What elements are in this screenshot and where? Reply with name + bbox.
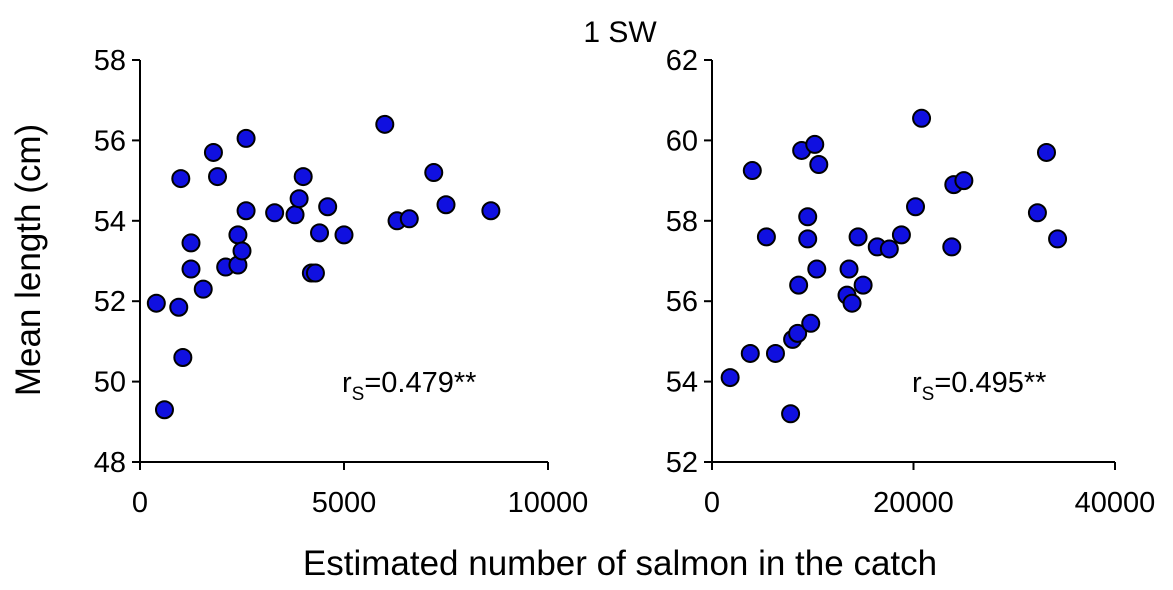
- data-point: [742, 161, 762, 181]
- data-point: [310, 223, 330, 243]
- right-y-tick-label: 56: [666, 286, 698, 318]
- data-point: [853, 275, 873, 295]
- data-point: [173, 347, 193, 367]
- data-point: [912, 108, 932, 128]
- data-point: [798, 229, 818, 249]
- left-y-tick-label: 56: [94, 125, 126, 157]
- data-point: [942, 237, 962, 257]
- data-point: [289, 189, 309, 209]
- data-point: [798, 207, 818, 227]
- data-point: [334, 225, 354, 245]
- data-point: [203, 142, 223, 162]
- right-correlation-annotation: rS=0.495**: [912, 367, 1046, 405]
- data-point: [236, 201, 256, 221]
- data-point: [146, 293, 166, 313]
- data-point: [228, 225, 248, 245]
- left-y-tick-label: 48: [94, 447, 126, 479]
- data-point: [720, 368, 740, 388]
- left-panel: 48 50 52 54 56 58 0 5000 10000 rS=0.479**: [94, 45, 589, 519]
- y-axis-title: Mean length (cm): [9, 124, 48, 396]
- data-point: [805, 134, 825, 154]
- data-point: [171, 169, 191, 189]
- data-point: [424, 163, 444, 183]
- data-point: [318, 197, 338, 217]
- right-y-tick-label: 54: [666, 367, 698, 399]
- data-point: [375, 114, 395, 134]
- data-point: [181, 259, 201, 279]
- data-point: [208, 167, 228, 187]
- data-point: [765, 343, 785, 363]
- data-point: [481, 201, 501, 221]
- right-panel: 52 54 56 58 60 62 0 20000 40000 rS=0.495**: [666, 45, 1156, 519]
- data-point: [789, 275, 809, 295]
- data-point: [193, 279, 213, 299]
- right-x-tick-label: 0: [704, 487, 720, 519]
- chart-title: 1 SW: [583, 16, 657, 49]
- data-point: [848, 227, 868, 247]
- data-point: [285, 205, 305, 225]
- right-y-tick-label: 60: [666, 125, 698, 157]
- data-point: [788, 323, 808, 343]
- data-point: [839, 259, 859, 279]
- data-point: [436, 195, 456, 215]
- left-x-tick-label: 0: [132, 487, 148, 519]
- left-x-tick-label: 5000: [312, 487, 377, 519]
- right-y-tick-label: 52: [666, 447, 698, 479]
- data-point: [807, 259, 827, 279]
- left-y-tick-label: 54: [94, 206, 126, 238]
- data-point: [879, 239, 899, 259]
- data-point: [781, 404, 801, 424]
- data-point: [740, 343, 760, 363]
- data-point: [842, 293, 862, 313]
- x-axis-title: Estimated number of salmon in the catch: [303, 544, 937, 583]
- data-point: [169, 297, 189, 317]
- data-point: [293, 167, 313, 187]
- left-y-tick-label: 52: [94, 286, 126, 318]
- data-point: [1027, 203, 1047, 223]
- left-y-tick-label: 58: [94, 45, 126, 77]
- data-point: [399, 209, 419, 229]
- data-point: [801, 313, 821, 333]
- data-point: [265, 203, 285, 223]
- left-correlation-annotation: rS=0.479**: [342, 367, 476, 405]
- data-point: [891, 225, 911, 245]
- right-y-tick-label: 62: [666, 45, 698, 77]
- data-point: [1036, 142, 1056, 162]
- right-x-tick-label: 40000: [1075, 487, 1156, 519]
- data-point: [809, 155, 829, 175]
- data-point: [954, 171, 974, 191]
- data-point: [154, 400, 174, 420]
- right-y-tick-label: 58: [666, 206, 698, 238]
- data-point: [756, 227, 776, 247]
- data-point: [236, 128, 256, 148]
- data-point: [906, 197, 926, 217]
- left-x-tick-label: 10000: [508, 487, 589, 519]
- data-point: [232, 241, 252, 261]
- right-x-tick-label: 20000: [873, 487, 954, 519]
- data-point: [305, 263, 325, 283]
- data-point: [1048, 229, 1068, 249]
- left-y-tick-label: 50: [94, 367, 126, 399]
- data-point: [181, 233, 201, 253]
